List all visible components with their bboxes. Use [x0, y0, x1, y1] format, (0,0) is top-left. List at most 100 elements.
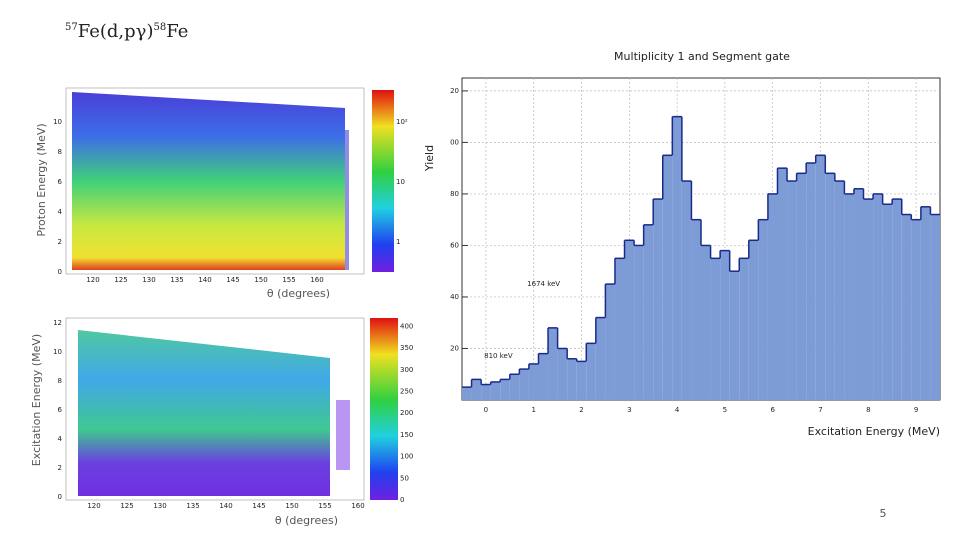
bar — [930, 214, 940, 400]
y-tick-label: 0 — [58, 493, 62, 501]
bar — [873, 193, 883, 400]
bar — [767, 193, 778, 400]
bar — [509, 374, 520, 400]
chart-title: Multiplicity 1 and Segment gate — [614, 50, 790, 63]
x-axis-label: Excitation Energy (MeV) — [808, 425, 940, 438]
x-tick-label: 3 — [627, 406, 631, 414]
bar — [462, 387, 472, 400]
bar — [729, 271, 740, 400]
bar — [557, 348, 568, 400]
bar — [825, 173, 835, 400]
bar — [796, 173, 807, 400]
bar — [739, 258, 749, 400]
x-tick-label: 4 — [675, 406, 680, 414]
x-tick-label: 130 — [153, 502, 166, 510]
x-tick-label: 120 — [86, 276, 99, 284]
z-tick-label: 200 — [400, 409, 413, 417]
bar — [538, 353, 549, 400]
y-axis-label: Excitation Energy (MeV) — [30, 334, 43, 466]
bar — [691, 219, 701, 400]
x-tick-label: 1 — [531, 406, 535, 414]
bar — [815, 155, 826, 400]
bar — [614, 258, 625, 400]
y-tick-label: 8 — [58, 377, 62, 385]
slide-title: 57Fe(d,pγ)58Fe — [65, 21, 188, 42]
bar — [758, 219, 768, 400]
nucleus: Fe — [166, 21, 188, 42]
x-tick-label: 150 — [285, 502, 298, 510]
x-tick-label: 155 — [282, 276, 295, 284]
x-tick-label: 130 — [142, 276, 155, 284]
bar — [892, 199, 902, 400]
y-tick-label: 6 — [58, 406, 63, 414]
color-bar — [372, 90, 394, 272]
z-tick-label: 350 — [400, 344, 413, 352]
x-tick-label: 135 — [186, 502, 199, 510]
x-tick-label: 9 — [914, 406, 918, 414]
heatmap — [78, 330, 330, 496]
bar — [567, 358, 577, 400]
x-tick-label: 160 — [351, 502, 364, 510]
y-tick-label: 4 — [58, 208, 63, 216]
x-tick-label: 2 — [579, 406, 583, 414]
y-tick-label: 20 — [450, 344, 459, 352]
y-tick-label: 10 — [53, 348, 62, 356]
y-tick-label: 00 — [450, 138, 459, 146]
bar — [882, 204, 893, 400]
y-tick-label: 6 — [58, 178, 63, 186]
x-tick-label: 140 — [219, 502, 232, 510]
mass: 58 — [153, 22, 166, 33]
bar — [720, 250, 730, 400]
bar — [710, 258, 721, 400]
x-tick-label: 140 — [198, 276, 211, 284]
bar — [528, 363, 539, 400]
annotation: 810 keV — [484, 352, 513, 360]
y-tick-label: 10 — [53, 118, 62, 126]
y-axis-label: Yield — [423, 145, 436, 172]
x-tick-label: 7 — [818, 406, 822, 414]
x-tick-label: 150 — [254, 276, 267, 284]
y-tick-label: 40 — [450, 293, 459, 301]
bar — [911, 219, 921, 400]
bar — [548, 327, 558, 400]
bar — [490, 381, 501, 400]
x-tick-label: 125 — [120, 502, 133, 510]
x-axis-label: θ (degrees) — [275, 514, 338, 527]
bar — [787, 181, 797, 400]
z-tick-label: 400 — [400, 322, 413, 330]
bar — [853, 188, 864, 400]
bar — [653, 199, 663, 400]
y-tick-label: 60 — [450, 241, 459, 249]
bar — [844, 193, 854, 400]
y-tick-label: 4 — [58, 435, 63, 443]
z-tick-label: 50 — [400, 474, 409, 482]
z-tick-label: 0 — [400, 496, 404, 504]
y-tick-label: 20 — [450, 87, 459, 95]
annotation: 1674 keV — [527, 280, 560, 288]
bar — [901, 214, 912, 400]
z-tick-label: 10² — [396, 118, 408, 126]
y-axis-label: Proton Energy (MeV) — [35, 123, 48, 236]
y-tick-label: 2 — [58, 238, 62, 246]
bar — [595, 317, 606, 400]
reaction: Fe(d,pγ) — [78, 21, 154, 42]
bar — [681, 181, 692, 400]
bar — [471, 379, 482, 400]
x-tick-label: 145 — [252, 502, 265, 510]
bar — [806, 163, 816, 400]
bar — [605, 284, 615, 400]
y-tick-label: 2 — [58, 464, 62, 472]
x-tick-label: 145 — [226, 276, 239, 284]
bar — [701, 245, 711, 400]
bar — [634, 245, 644, 400]
x-axis-label: θ (degrees) — [267, 287, 330, 300]
x-tick-label: 160 — [310, 276, 323, 284]
mass: 57 — [65, 22, 78, 33]
heatmap — [72, 92, 345, 270]
bar — [519, 369, 529, 400]
bar — [920, 206, 931, 400]
y-tick-label: 0 — [58, 268, 62, 276]
bar — [576, 361, 587, 400]
bar — [662, 155, 673, 400]
